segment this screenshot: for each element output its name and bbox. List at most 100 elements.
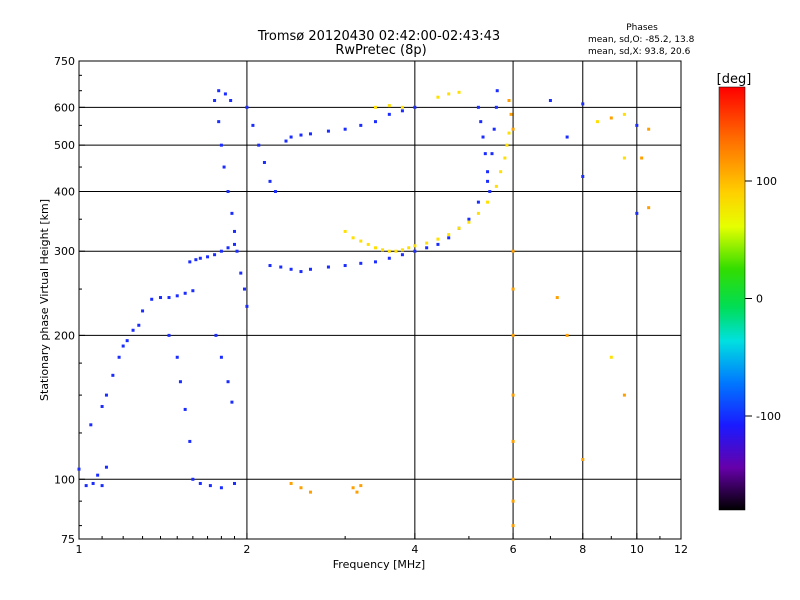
data-point: [213, 99, 217, 103]
data-point: [400, 105, 404, 109]
data-point: [131, 328, 135, 332]
data-point: [479, 120, 483, 124]
data-point: [229, 99, 233, 103]
data-point: [137, 323, 141, 327]
data-point: [511, 127, 515, 131]
y-tick-label: 400: [54, 185, 75, 198]
data-point: [640, 156, 644, 160]
y-axis-ticks: 75 100 200 300 400 500 600 750: [54, 55, 85, 546]
data-point: [457, 90, 461, 94]
data-point: [373, 246, 377, 250]
data-point: [387, 256, 391, 260]
data-point: [486, 179, 490, 183]
colorbar-tick-label: 0: [756, 293, 763, 306]
data-point: [394, 249, 398, 253]
data-point: [226, 380, 230, 384]
data-point: [121, 344, 125, 348]
data-point: [447, 92, 451, 96]
x-tick-label: 6: [510, 543, 517, 556]
data-point: [413, 249, 417, 253]
data-point: [219, 143, 223, 147]
data-point: [425, 241, 429, 245]
data-point: [436, 95, 440, 99]
data-point: [400, 248, 404, 252]
data-point: [125, 339, 129, 343]
data-point: [511, 333, 515, 337]
phases-line-o: mean, sd,O: -85.2, 13.8: [588, 35, 695, 45]
y-tick-label: 100: [54, 473, 75, 486]
data-point: [581, 457, 585, 461]
data-point: [413, 244, 417, 248]
data-point: [609, 355, 613, 359]
data-point: [343, 127, 347, 131]
data-point: [251, 123, 255, 127]
data-point: [387, 112, 391, 116]
data-point: [242, 287, 246, 291]
data-point: [486, 170, 490, 174]
x-tick-label: 4: [411, 543, 418, 556]
data-point: [230, 211, 234, 215]
data-point: [436, 237, 440, 241]
data-point: [232, 229, 236, 233]
data-point: [373, 120, 377, 124]
data-point: [467, 220, 471, 224]
data-point: [511, 499, 515, 503]
data-point: [167, 296, 171, 300]
data-point: [488, 189, 492, 193]
data-point: [355, 490, 359, 494]
data-point: [622, 393, 626, 397]
data-point: [483, 152, 487, 156]
data-point: [507, 99, 511, 103]
data-point: [622, 112, 626, 116]
data-point: [400, 253, 404, 257]
data-point: [222, 165, 226, 169]
data-point: [273, 189, 277, 193]
data-point: [217, 89, 221, 93]
data-point: [481, 135, 485, 139]
data-point: [494, 184, 498, 188]
data-point: [548, 99, 552, 103]
data-point: [581, 174, 585, 178]
data-point: [359, 484, 363, 488]
data-point: [188, 260, 192, 264]
data-point: [308, 267, 312, 271]
data-point: [407, 246, 411, 250]
data-point: [100, 484, 104, 488]
data-point: [387, 249, 391, 253]
data-point: [326, 129, 330, 133]
x-tick-label: 2: [243, 543, 250, 556]
data-point: [232, 481, 236, 485]
data-point: [89, 423, 93, 427]
y-tick-label: 500: [54, 139, 75, 152]
x-tick-label: 8: [579, 543, 586, 556]
data-point: [425, 246, 429, 250]
data-point: [245, 105, 249, 109]
data-point: [495, 89, 499, 93]
phases-title: Phases: [626, 23, 658, 33]
data-point: [230, 400, 234, 404]
data-point: [175, 294, 179, 298]
data-point: [219, 355, 223, 359]
data-point: [289, 267, 293, 271]
x-axis-label: Frequency [MHz]: [333, 558, 425, 571]
data-point: [308, 490, 312, 494]
data-point: [299, 270, 303, 274]
data-point: [476, 200, 480, 204]
data-point: [492, 127, 496, 131]
data-point: [84, 484, 88, 488]
data-point: [359, 123, 363, 127]
data-point: [343, 264, 347, 268]
data-point: [635, 211, 639, 215]
data-point: [104, 393, 108, 397]
y-axis-label: Stationary phase Virtual Height [km]: [38, 199, 51, 401]
data-point: [191, 289, 195, 293]
x-axis-ticks: 1 2 4 6 8 10 12: [76, 533, 688, 556]
data-point: [326, 265, 330, 269]
data-point: [188, 439, 192, 443]
data-point: [198, 256, 202, 260]
phases-line-x: mean, sd,X: 93.8, 20.6: [588, 47, 691, 57]
data-point: [219, 486, 223, 490]
data-point: [284, 139, 288, 143]
y-tick-label: 200: [54, 329, 75, 342]
